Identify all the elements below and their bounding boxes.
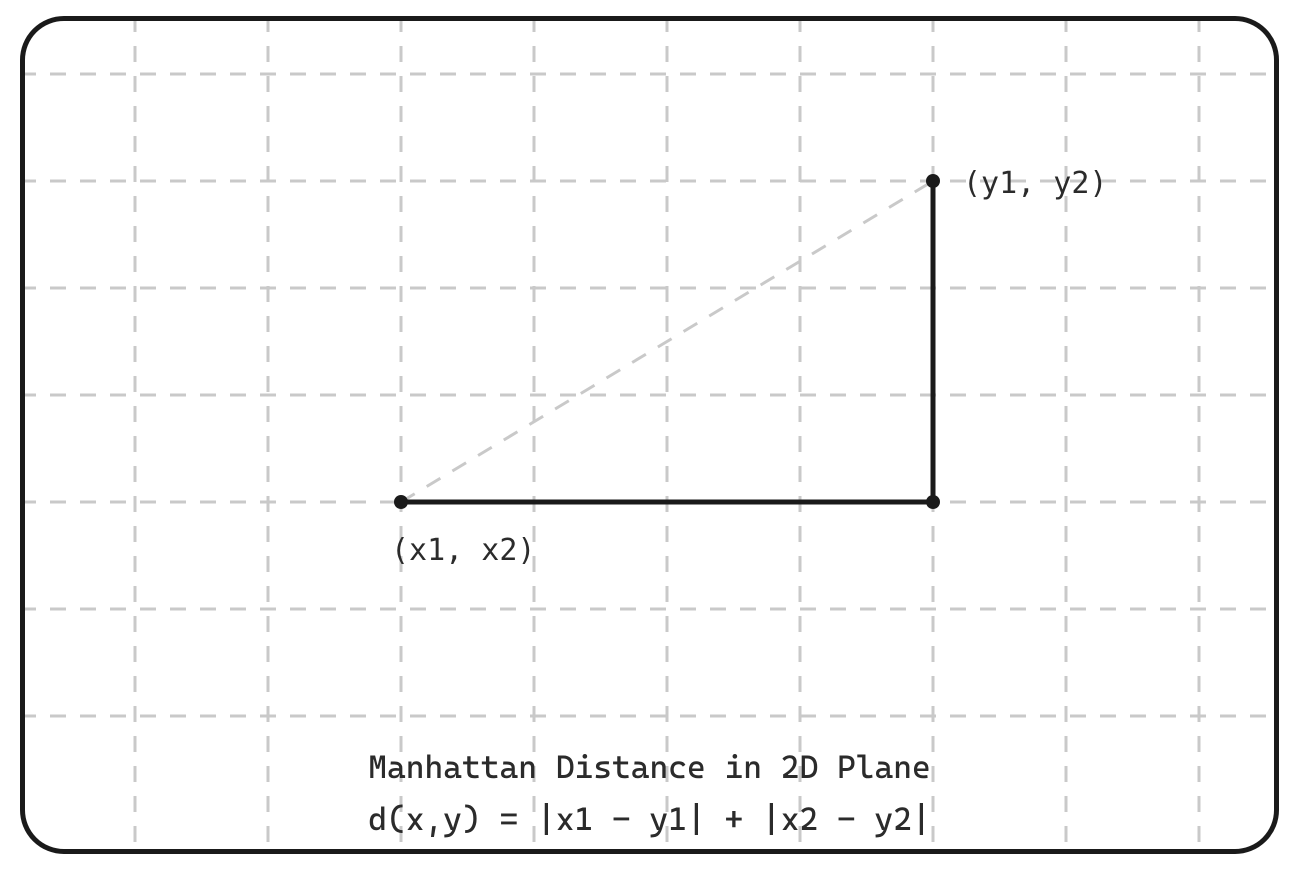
caption-title: Manhattan Distance in 2D Plane <box>0 748 1299 786</box>
caption-formula: d(x,y) = |x1 − y1| + |x2 − y2| <box>0 800 1299 838</box>
diagram-canvas: (x1, x2) (y1, y2) <box>20 16 1279 854</box>
point-p2 <box>926 174 940 188</box>
point-corner <box>926 495 940 509</box>
point-p1 <box>394 495 408 509</box>
point-label-p1: (x1, x2) <box>391 533 536 568</box>
point-label-p2: (y1, y2) <box>963 166 1108 201</box>
grid <box>20 16 1279 854</box>
